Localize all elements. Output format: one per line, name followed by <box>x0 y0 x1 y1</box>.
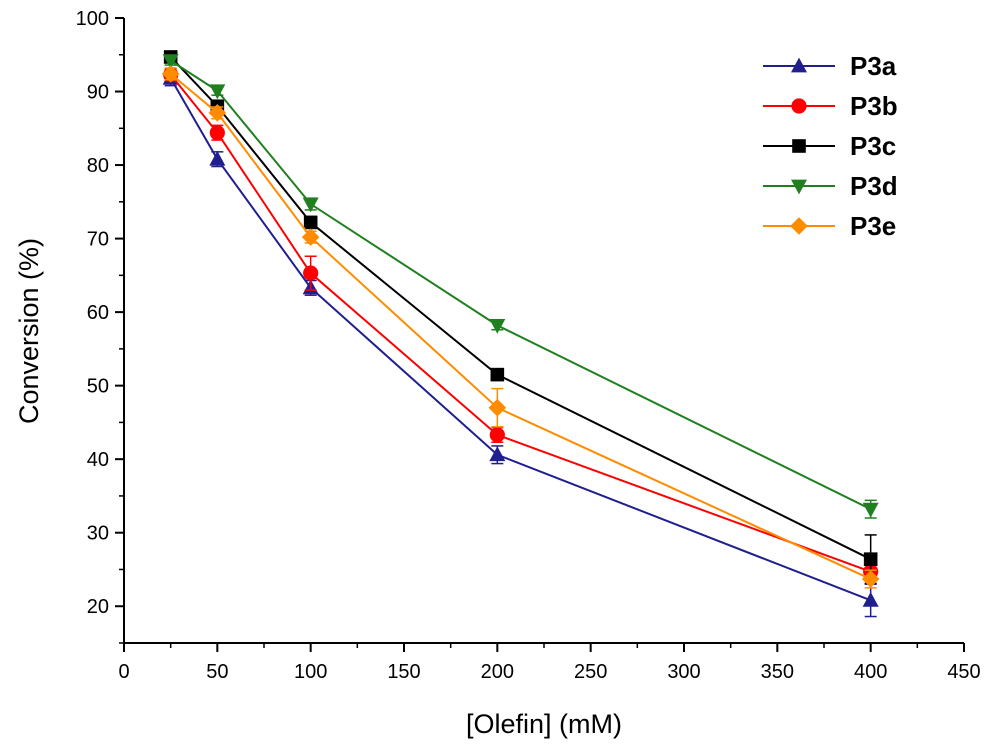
data-point <box>489 446 506 462</box>
legend-item-P3b: P3b <box>763 91 898 121</box>
x-tick-label: 100 <box>294 661 327 683</box>
data-point <box>209 84 226 100</box>
data-point <box>863 552 878 566</box>
data-point <box>490 367 505 382</box>
legend-marker <box>790 217 808 235</box>
data-point <box>301 228 320 246</box>
data-point <box>488 398 507 417</box>
x-tick-label: 50 <box>206 661 228 683</box>
series-P3e <box>161 65 880 589</box>
series-group <box>161 50 880 618</box>
legend-marker <box>791 98 807 114</box>
y-tick-label: 80 <box>87 155 109 177</box>
data-point <box>303 215 318 230</box>
series-P3c <box>163 50 878 585</box>
y-axis-title: Conversion (%) <box>14 238 44 424</box>
legend-marker <box>791 179 807 195</box>
y-tick-label: 90 <box>87 82 109 104</box>
legend-label: P3e <box>850 211 896 241</box>
x-tick-label: 300 <box>667 661 700 683</box>
x-tick-label: 0 <box>118 661 129 683</box>
series-line <box>169 77 872 602</box>
legend-item-P3a: P3a <box>763 51 897 81</box>
series-line <box>170 59 872 511</box>
data-point <box>161 65 180 83</box>
data-point <box>862 502 879 518</box>
axes: 0 50 100 150 200 250 300 350 400 450 20 30 40 50 60 70 8… <box>76 8 981 683</box>
legend-label: P3c <box>850 131 896 161</box>
y-tick-label: 70 <box>87 229 109 251</box>
data-point <box>209 125 225 141</box>
data-point <box>209 150 226 166</box>
y-tick-label: 40 <box>87 449 109 471</box>
legend-label: P3a <box>850 51 897 81</box>
x-axis-title: [Olefin] (mM) <box>466 709 622 739</box>
data-point <box>302 197 319 213</box>
y-tick-label: 100 <box>76 8 109 30</box>
data-point <box>303 265 319 281</box>
legend-label: P3d <box>850 171 898 201</box>
data-point <box>162 54 179 70</box>
legend: P3a P3b P3c P3d P3e <box>763 51 898 241</box>
x-tick-label: 150 <box>387 661 420 683</box>
data-point <box>862 591 879 607</box>
x-tick-label: 250 <box>574 661 607 683</box>
series-line <box>169 73 872 573</box>
legend-label: P3b <box>850 91 898 121</box>
series-P3d <box>162 54 879 519</box>
y-tick-label: 20 <box>87 596 109 618</box>
series-P3b <box>163 67 879 580</box>
legend-item-P3c: P3c <box>763 131 896 161</box>
series-line <box>170 73 872 580</box>
legend-marker <box>791 57 807 73</box>
x-tick-label: 400 <box>854 661 887 683</box>
legend-item-P3e: P3e <box>763 211 896 241</box>
legend-marker <box>792 139 806 153</box>
x-tick-label: 200 <box>481 661 514 683</box>
data-point <box>861 570 880 588</box>
data-point <box>489 318 506 334</box>
data-point <box>489 427 505 443</box>
x-tick-label: 450 <box>947 661 980 683</box>
y-tick-label: 30 <box>87 523 109 545</box>
legend-item-P3d: P3d <box>763 171 898 201</box>
x-tick-label: 350 <box>761 661 794 683</box>
data-point <box>208 104 227 122</box>
y-tick-label: 60 <box>87 302 109 324</box>
y-tick-label: 50 <box>87 376 109 398</box>
series-line <box>169 56 872 561</box>
